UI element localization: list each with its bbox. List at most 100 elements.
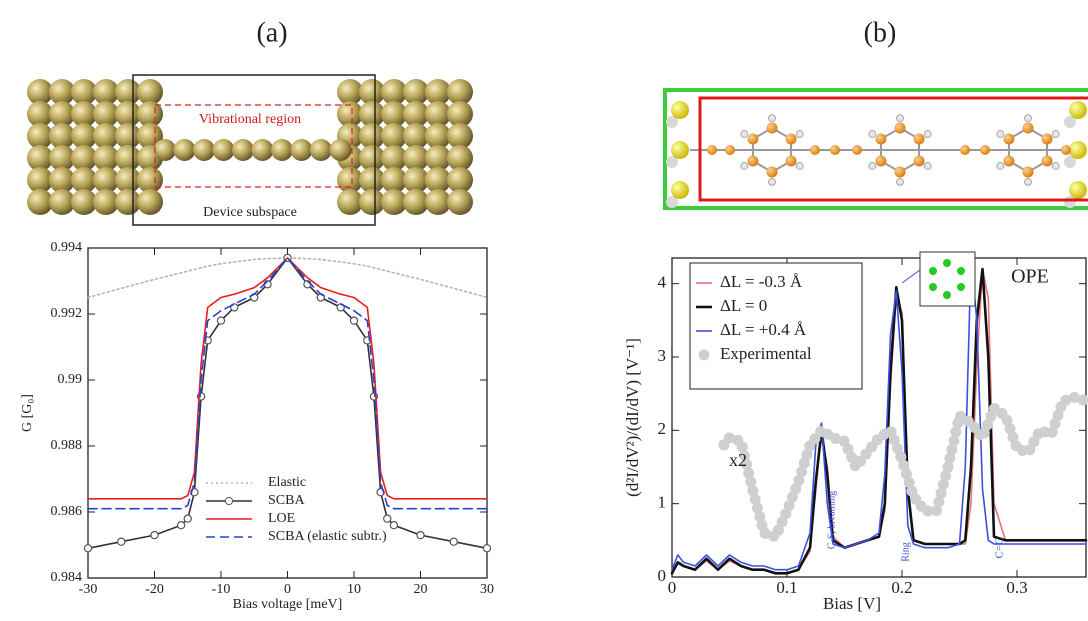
annotation: Ring xyxy=(900,542,911,561)
gold-atom xyxy=(174,139,196,161)
sulfur-atom xyxy=(671,101,689,119)
hydrogen-atom xyxy=(897,178,904,185)
x-tick-label: 0 xyxy=(668,578,677,597)
legend-label: ΔL = +0.4 Å xyxy=(720,320,807,339)
hydrogen-atom xyxy=(997,162,1004,169)
data-point xyxy=(417,532,424,539)
data-point xyxy=(450,538,457,545)
hydrogen-atom xyxy=(769,115,776,122)
carbon-atom xyxy=(1003,134,1014,145)
hydrogen-atom xyxy=(1052,131,1059,138)
carbon-atom xyxy=(1042,134,1053,145)
carbon-atom xyxy=(1042,156,1053,167)
x-tick-label: 10 xyxy=(347,582,361,597)
figure: (a) (b) Vibrational region Device subspa… xyxy=(0,0,1088,621)
gold-atom xyxy=(291,139,313,161)
carbon-atom xyxy=(725,145,735,155)
legend-label: Elastic xyxy=(268,475,306,490)
data-point xyxy=(217,317,224,324)
series-line xyxy=(88,258,487,509)
carbon-atom xyxy=(747,156,758,167)
inset xyxy=(902,252,975,306)
hydrogen-atom xyxy=(1052,162,1059,169)
hydrogen-atom xyxy=(1025,115,1032,122)
annotation: C=C xyxy=(994,538,1006,559)
x-tick-label: 0.1 xyxy=(776,578,797,597)
data-point xyxy=(350,317,357,324)
sulfur-atom xyxy=(1069,141,1087,159)
sulfur-atom xyxy=(1069,101,1087,119)
legend: ΔL = -0.3 ÅΔL = 0ΔL = +0.4 ÅExperimental xyxy=(690,263,862,389)
y-tick-label: 3 xyxy=(658,346,667,365)
molecule xyxy=(666,101,1087,208)
sulfur-atom xyxy=(671,181,689,199)
legend-label: SCBA (elastic subtr.) xyxy=(268,529,387,544)
data-point xyxy=(118,538,125,545)
hydrogen-atom xyxy=(796,162,803,169)
y-tick-label: 0.984 xyxy=(51,570,83,585)
carbon-atom xyxy=(1023,167,1034,178)
panel-label: (b) xyxy=(864,17,897,48)
y-tick-label: 2 xyxy=(658,419,667,438)
legend-marker xyxy=(225,497,232,504)
hydrogen-atom xyxy=(741,131,748,138)
hydrogen-atom xyxy=(769,178,776,185)
x-tick-label: 0.2 xyxy=(891,578,912,597)
hydrogen-atom xyxy=(997,131,1004,138)
carbon-atom xyxy=(747,134,758,145)
y-tick-label: 4 xyxy=(658,273,667,292)
gold-atom xyxy=(232,139,254,161)
x-tick-label: 0 xyxy=(284,582,291,597)
gold-atom xyxy=(271,139,293,161)
gold-atom xyxy=(252,139,274,161)
x-tick-label: 0.3 xyxy=(1006,578,1027,597)
legend-marker xyxy=(699,350,710,361)
gold-atom xyxy=(137,189,163,215)
y-tick-label: 0.988 xyxy=(51,438,83,453)
carbon-atom xyxy=(914,156,925,167)
y-tick-label: 0.99 xyxy=(58,372,83,387)
legend-label: ΔL = 0 xyxy=(720,296,767,315)
gold-junction xyxy=(27,79,473,215)
x-axis-label: Bias voltage [meV] xyxy=(233,597,343,612)
annotation: OPE xyxy=(1011,266,1049,288)
hydrogen-atom xyxy=(897,115,904,122)
region-label: Device subspace xyxy=(203,205,297,220)
y-axis-label: (d²I/dV²)/(dI/dV) [V⁻¹] xyxy=(623,338,642,497)
gold-atom xyxy=(330,139,352,161)
sulfur-atom xyxy=(671,141,689,159)
carbon-atom xyxy=(786,134,797,145)
gold-atom xyxy=(310,139,332,161)
carbon-atom xyxy=(895,167,906,178)
data-point xyxy=(483,545,490,552)
carbon-atom xyxy=(830,145,840,155)
x-tick-label: -10 xyxy=(212,582,231,597)
y-tick-label: 0 xyxy=(658,566,667,585)
carbon-atom xyxy=(1003,156,1014,167)
y-tick-label: 0.986 xyxy=(51,504,83,519)
x-axis-label: Bias [V] xyxy=(823,594,881,613)
hydrogen-atom xyxy=(924,131,931,138)
hydrogen-atom xyxy=(924,162,931,169)
annotation: x2 xyxy=(729,450,747,470)
carbon-atom xyxy=(810,145,820,155)
legend-label: Experimental xyxy=(720,344,812,363)
panel-label: (a) xyxy=(256,17,287,48)
x-tick-label: -20 xyxy=(145,582,164,597)
y-tick-label: 1 xyxy=(658,493,667,512)
data-point xyxy=(84,545,91,552)
data-point xyxy=(151,532,158,539)
gold-atom xyxy=(193,139,215,161)
gold-atom xyxy=(447,189,473,215)
hydrogen-atom xyxy=(1025,178,1032,185)
carbon-atom xyxy=(1061,145,1071,155)
hydrogen-atom xyxy=(869,162,876,169)
sulfur-atom xyxy=(1069,181,1087,199)
carbon-atom xyxy=(767,123,778,134)
x-tick-label: 20 xyxy=(414,582,428,597)
carbon-atom xyxy=(1023,123,1034,134)
data-point xyxy=(384,515,391,522)
data-point xyxy=(178,522,185,529)
legend-label: SCBA xyxy=(268,493,305,508)
